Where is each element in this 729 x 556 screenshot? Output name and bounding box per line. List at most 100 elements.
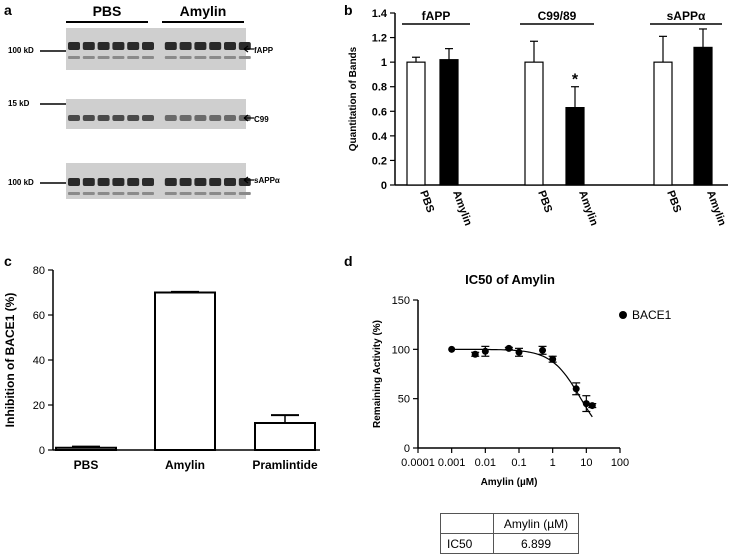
- blot-band: [209, 178, 222, 186]
- group-title: C99/89: [538, 9, 577, 23]
- blot-band-faint: [142, 192, 154, 195]
- panel-d-label: d: [344, 253, 353, 269]
- blot-band: [179, 115, 192, 121]
- blot-band: [142, 42, 154, 50]
- table-row: Amylin (µM): [440, 513, 579, 534]
- d-x-axis-label: Amylin (µM): [481, 477, 538, 488]
- c-y-axis-label: Inhibition of BACE1 (%): [3, 293, 17, 428]
- table-row: IC50 6.899: [440, 533, 579, 554]
- b-y-ticks: 0 0.2 0.4 0.6 0.8 1 1.2 1.4: [372, 8, 395, 192]
- panel-a-label: a: [4, 2, 12, 18]
- bar: [439, 59, 459, 186]
- legend-label: BACE1: [632, 308, 672, 322]
- category-label: PBS: [535, 189, 554, 214]
- blot-band: [164, 115, 177, 121]
- c-y-tick-label: 0: [39, 445, 45, 457]
- data-point: [448, 345, 456, 353]
- legend-marker-icon: [619, 311, 627, 319]
- d-x-tick-label: 0.0001: [401, 457, 435, 469]
- group-label-amylin: Amylin: [180, 3, 227, 19]
- marker-label: 100 kD: [8, 178, 34, 187]
- panel-c-chart: Inhibition of BACE1 (%) 0 20 40 60 80 PBS Amy…: [3, 265, 320, 472]
- blot-band: [112, 42, 125, 50]
- blot-band: [224, 42, 236, 50]
- d-title: IC50 of Amylin: [465, 272, 555, 287]
- d-y-tick-label: 100: [392, 344, 410, 356]
- blot-band: [97, 42, 110, 50]
- data-point: [505, 344, 513, 352]
- blot-band-faint: [82, 192, 95, 195]
- b-y-tick-label: 0.6: [372, 106, 387, 118]
- d-fit-curve: [451, 348, 593, 418]
- marker-label: 100 kD: [8, 46, 34, 55]
- blot-band-faint: [142, 56, 154, 59]
- blot-band-faint: [97, 56, 110, 59]
- blot-band: [224, 115, 236, 121]
- blot-band-faint: [238, 192, 251, 195]
- blot-band: [179, 178, 192, 186]
- blot-band-faint: [194, 192, 207, 195]
- data-point: [481, 347, 489, 355]
- blot-band-faint: [82, 56, 95, 59]
- blot-band-faint: [209, 192, 222, 195]
- blot-band-faint: [97, 192, 110, 195]
- b-y-tick-label: 0.4: [372, 131, 388, 143]
- table-row-label: IC50: [440, 533, 494, 554]
- b-y-tick-label: 0.8: [372, 82, 387, 94]
- blot-band: [82, 115, 95, 121]
- blot-band-faint: [179, 192, 192, 195]
- band-arrow-icon: [243, 45, 254, 53]
- blot-band: [209, 42, 222, 50]
- data-point: [588, 402, 596, 410]
- b-y-axis-label: Quantitation of Bands: [348, 46, 359, 151]
- blot-band: [194, 178, 207, 186]
- ic50-table: Amylin (µM) IC50 6.899: [440, 513, 579, 554]
- d-x-tick-label: 0.1: [511, 457, 526, 469]
- table-cell: [440, 513, 494, 534]
- category-label: Amylin: [165, 458, 205, 472]
- b-y-tick-label: 1.2: [372, 33, 387, 45]
- bar: [406, 61, 426, 186]
- significance-marker: *: [572, 72, 579, 89]
- blot-band-faint: [209, 56, 222, 59]
- blot-strip: [66, 99, 246, 129]
- blot-band: [82, 42, 95, 50]
- band-label: C99: [254, 115, 269, 124]
- panel-c-label: c: [4, 253, 12, 269]
- blot-band: [142, 115, 154, 121]
- blot-strips: [66, 28, 251, 199]
- panel-b-label: b: [344, 2, 353, 18]
- d-ticks: 0 50 100 150 0.0001 0.001 0.01 0.1 1 10 100: [392, 295, 630, 469]
- b-y-tick-label: 0.2: [372, 155, 387, 167]
- category-label: Pramlintide: [252, 458, 318, 472]
- c-y-ticks: 0 20 40 60 80: [33, 265, 53, 457]
- marker-label: 15 kD: [8, 99, 30, 108]
- blot-band-faint: [68, 192, 80, 195]
- band-label: fAPP: [254, 46, 274, 55]
- data-point: [471, 350, 479, 358]
- blot-band-faint: [224, 192, 236, 195]
- c-y-tick-label: 80: [33, 265, 45, 277]
- b-y-tick-label: 0: [381, 180, 387, 192]
- category-label: PBS: [417, 189, 436, 214]
- blot-band: [127, 115, 140, 121]
- c-y-tick-label: 60: [33, 310, 45, 322]
- group-title: fAPP: [422, 9, 451, 23]
- blot-band-faint: [194, 56, 207, 59]
- blot-band: [209, 115, 222, 121]
- blot-band: [164, 42, 177, 50]
- c-marks: PBS Amylin Pramlintide: [55, 290, 318, 472]
- d-marks: [448, 344, 597, 413]
- blot-band-faint: [127, 192, 140, 195]
- bar: [154, 291, 216, 451]
- blot-band: [164, 178, 177, 186]
- c-y-tick-label: 40: [33, 355, 45, 367]
- table-header-cell: Amylin (µM): [493, 513, 579, 534]
- d-y-tick-label: 50: [398, 394, 410, 406]
- b-marks: PBS Amylin PBS Amylin * PBS Amylin fAPP C99/89 sA…: [402, 9, 728, 228]
- blot-band-faint: [68, 56, 80, 59]
- blot-band: [97, 178, 110, 186]
- blot-band: [224, 178, 236, 186]
- blot-band: [194, 42, 207, 50]
- blot-band: [127, 42, 140, 50]
